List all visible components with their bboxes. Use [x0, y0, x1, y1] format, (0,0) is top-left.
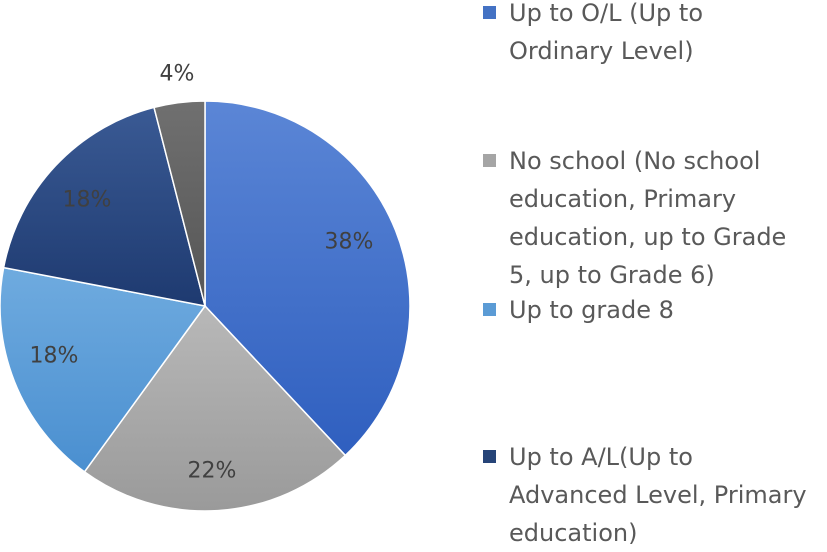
legend-swatch [483, 6, 496, 19]
legend-label-line: Up to A/L(Up to [509, 443, 693, 471]
legend-label-line: No school (No school [509, 147, 761, 175]
legend-label-line: education, up to Grade [509, 223, 787, 251]
slice-other [153, 100, 206, 307]
legend-label-line: Advanced Level, Primary [509, 481, 807, 509]
legend-label-line: education) [509, 519, 638, 547]
legend-label-line: 5, up to Grade 6) [509, 261, 715, 289]
legend-label-line: Ordinary Level) [509, 37, 694, 65]
data-label: 18% [63, 188, 112, 213]
slice-grade-8 [0, 266, 207, 473]
legend-swatch [483, 303, 496, 316]
data-label: 4% [160, 62, 195, 87]
legend-label-line: education, Primary [509, 185, 737, 213]
data-label: 18% [30, 344, 79, 369]
legend-label-line: Up to O/L (Up to [509, 0, 704, 27]
legend-label: Up to O/L (Up to Ordinary Level) [509, 0, 827, 70]
legend-label: Up to A/L(Up to Advanced Level, Primary ed… [509, 438, 827, 552]
slice-no-school [83, 304, 347, 512]
slice-advanced-level [2, 106, 207, 307]
legend-label: No school (No school education, Primary ed… [509, 142, 827, 294]
legend-swatch [483, 154, 496, 167]
data-label: 38% [325, 230, 374, 255]
legend-label: Up to grade 8 [509, 291, 827, 329]
data-label: 22% [188, 459, 237, 484]
pie-chart: 38% 22% 18% 18% 4% [0, 62, 411, 512]
legend-label-line: Up to grade 8 [509, 296, 674, 324]
slice-ordinary-level [204, 100, 411, 457]
legend-swatch [483, 450, 496, 463]
